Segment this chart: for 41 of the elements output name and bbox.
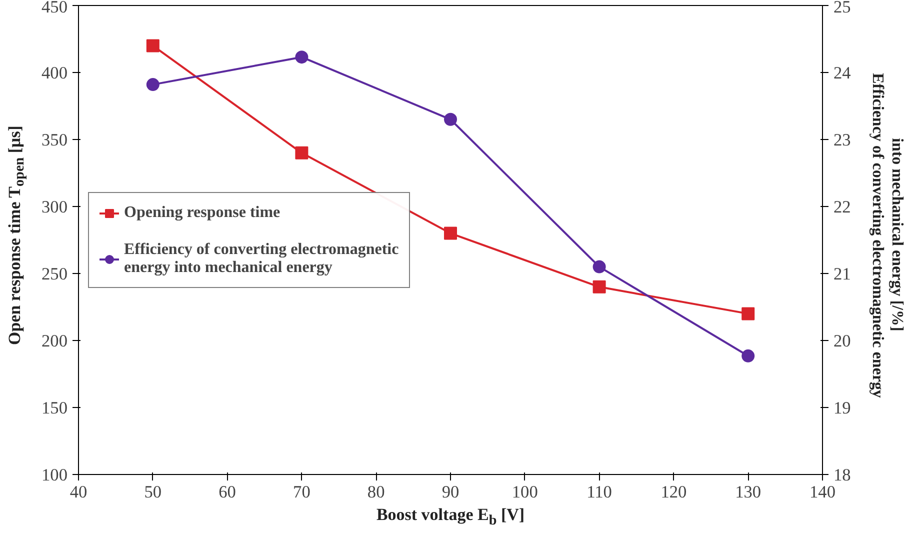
- y-tick-label: 300: [42, 198, 68, 216]
- x-tick-label: 100: [512, 482, 538, 502]
- y-tick-label: 150: [42, 398, 68, 418]
- x-tick-label: 140: [810, 482, 836, 502]
- legend-label: Efficiency of converting electromagnetic energy into mechanical energy: [124, 240, 399, 276]
- y2-tick-label: 22: [834, 198, 851, 216]
- y2-tick-label: 21: [834, 264, 851, 284]
- y2-tick-label: 23: [834, 130, 851, 150]
- x-tick-label: 130: [735, 482, 762, 502]
- x-tick-label: 80: [367, 482, 385, 502]
- y-tick-label: 200: [42, 332, 68, 350]
- x-tick-label: 110: [586, 482, 612, 502]
- legend-label: Opening response time: [124, 204, 280, 222]
- y2-tick-label: 19: [834, 398, 851, 418]
- y2-tick-label: 20: [834, 332, 851, 350]
- point: [592, 260, 606, 274]
- point: [295, 146, 308, 160]
- y-tick-label: 450: [42, 0, 68, 16]
- y2-tick-label: 24: [834, 64, 852, 82]
- x-tick-label: 40: [70, 482, 88, 502]
- point: [295, 50, 308, 64]
- x-tick-label: 70: [293, 482, 310, 502]
- x-tick-label: 60: [218, 482, 236, 502]
- x-tick-label: 50: [144, 482, 162, 502]
- y2-axis-title: Efficiency of converting electromagnetic energy into mechanical energy [/%]: [868, 72, 906, 398]
- point: [146, 39, 160, 52]
- y-tick-label: 350: [42, 130, 68, 150]
- point: [592, 280, 606, 294]
- point: [444, 226, 457, 240]
- y2-tick-label: 18: [834, 466, 851, 484]
- y-tick-label: 400: [42, 64, 68, 82]
- point: [742, 307, 755, 320]
- point: [742, 349, 755, 362]
- x-tick-label: 90: [442, 482, 460, 502]
- point: [146, 78, 160, 92]
- y-tick-label: 100: [42, 466, 68, 484]
- y-tick-label: 250: [42, 264, 68, 284]
- x-tick-label: 120: [660, 482, 687, 502]
- point: [444, 112, 457, 126]
- y2-tick-label: 25: [834, 0, 851, 16]
- x-axis-title: Boost voltage E$_{b}$ [V]: [376, 505, 525, 530]
